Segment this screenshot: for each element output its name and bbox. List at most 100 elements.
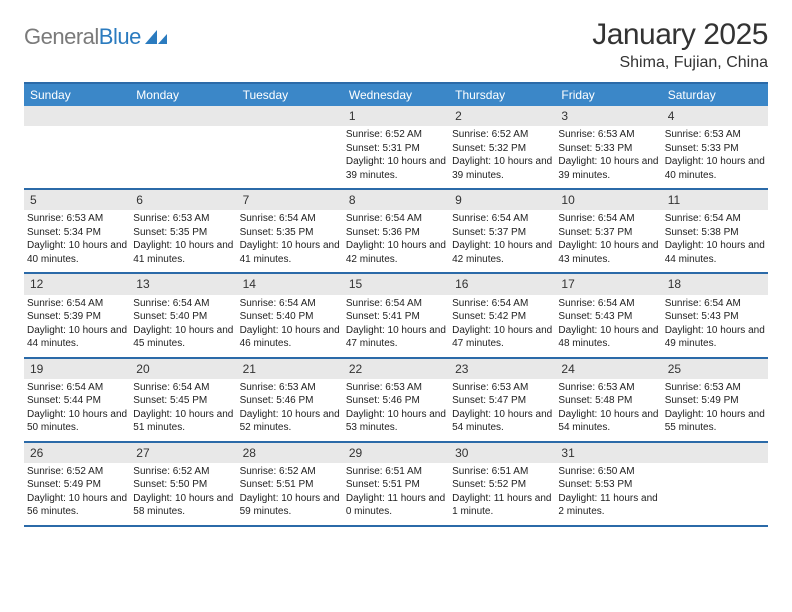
daylight-line: Daylight: 10 hours and 41 minutes. bbox=[133, 239, 233, 266]
day-number: 28 bbox=[237, 443, 343, 463]
sunset-line: Sunset: 5:49 PM bbox=[27, 478, 127, 492]
daylight-line: Daylight: 10 hours and 44 minutes. bbox=[665, 239, 765, 266]
day-header: Saturday bbox=[662, 84, 768, 106]
sunset-line: Sunset: 5:43 PM bbox=[558, 310, 658, 324]
sunset-line: Sunset: 5:33 PM bbox=[558, 142, 658, 156]
sunrise-line: Sunrise: 6:54 AM bbox=[27, 297, 127, 311]
sunrise-line: Sunrise: 6:52 AM bbox=[240, 465, 340, 479]
daylight-line: Daylight: 10 hours and 40 minutes. bbox=[27, 239, 127, 266]
calendar-day: 22Sunrise: 6:53 AMSunset: 5:46 PMDayligh… bbox=[343, 359, 449, 441]
calendar-day: 26Sunrise: 6:52 AMSunset: 5:49 PMDayligh… bbox=[24, 443, 130, 525]
day-number: 2 bbox=[449, 106, 555, 126]
daylight-line: Daylight: 10 hours and 45 minutes. bbox=[133, 324, 233, 351]
calendar-day bbox=[662, 443, 768, 525]
calendar-day: 1Sunrise: 6:52 AMSunset: 5:31 PMDaylight… bbox=[343, 106, 449, 188]
sunrise-line: Sunrise: 6:51 AM bbox=[452, 465, 552, 479]
sunset-line: Sunset: 5:45 PM bbox=[133, 394, 233, 408]
calendar-day: 28 Sunrise: 6:52 AMSunset: 5:51 PMDayligh… bbox=[237, 443, 343, 525]
sunrise-line: Sunrise: 6:50 AM bbox=[558, 465, 658, 479]
sunrise-line: Sunrise: 6:52 AM bbox=[346, 128, 446, 142]
sunrise-line: Sunrise: 6:54 AM bbox=[558, 297, 658, 311]
day-number: 17 bbox=[555, 274, 661, 294]
calendar-day: 18Sunrise: 6:54 AMSunset: 5:43 PMDayligh… bbox=[662, 274, 768, 356]
calendar-day: 2Sunrise: 6:52 AMSunset: 5:32 PMDaylight… bbox=[449, 106, 555, 188]
sunrise-line: Sunrise: 6:53 AM bbox=[558, 381, 658, 395]
daylight-line: Daylight: 10 hours and 58 minutes. bbox=[133, 492, 233, 519]
day-header: Tuesday bbox=[237, 84, 343, 106]
calendar-week: 26Sunrise: 6:52 AMSunset: 5:49 PMDayligh… bbox=[24, 443, 768, 527]
calendar-day: 14Sunrise: 6:54 AMSunset: 5:40 PMDayligh… bbox=[237, 274, 343, 356]
daylight-line: Daylight: 10 hours and 59 minutes. bbox=[240, 492, 340, 519]
day-number: 25 bbox=[662, 359, 768, 379]
sunrise-line: Sunrise: 6:53 AM bbox=[240, 381, 340, 395]
sunset-line: Sunset: 5:41 PM bbox=[346, 310, 446, 324]
sunrise-line: Sunrise: 6:51 AM bbox=[346, 465, 446, 479]
sunset-line: Sunset: 5:42 PM bbox=[452, 310, 552, 324]
day-header: Sunday bbox=[24, 84, 130, 106]
sunrise-line: Sunrise: 6:53 AM bbox=[558, 128, 658, 142]
sunrise-line: Sunrise: 6:53 AM bbox=[452, 381, 552, 395]
sunrise-line: Sunrise: 6:54 AM bbox=[665, 297, 765, 311]
daylight-line: Daylight: 10 hours and 48 minutes. bbox=[558, 324, 658, 351]
sunset-line: Sunset: 5:50 PM bbox=[133, 478, 233, 492]
daylight-line: Daylight: 10 hours and 54 minutes. bbox=[452, 408, 552, 435]
sunrise-line: Sunrise: 6:52 AM bbox=[452, 128, 552, 142]
calendar-day: 7Sunrise: 6:54 AMSunset: 5:35 PMDaylight… bbox=[237, 190, 343, 272]
sunset-line: Sunset: 5:31 PM bbox=[346, 142, 446, 156]
sunrise-line: Sunrise: 6:54 AM bbox=[133, 381, 233, 395]
day-number: 3 bbox=[555, 106, 661, 126]
calendar-week: 19Sunrise: 6:54 AMSunset: 5:44 PMDayligh… bbox=[24, 359, 768, 443]
logo-text-gray: General bbox=[24, 24, 99, 49]
daylight-line: Daylight: 10 hours and 54 minutes. bbox=[558, 408, 658, 435]
sunset-line: Sunset: 5:51 PM bbox=[346, 478, 446, 492]
daylight-line: Daylight: 11 hours and 1 minute. bbox=[452, 492, 552, 519]
calendar-day: 15Sunrise: 6:54 AMSunset: 5:41 PMDayligh… bbox=[343, 274, 449, 356]
sunset-line: Sunset: 5:36 PM bbox=[346, 226, 446, 240]
calendar-day: 5Sunrise: 6:53 AMSunset: 5:34 PMDaylight… bbox=[24, 190, 130, 272]
calendar-day bbox=[24, 106, 130, 188]
calendar-day: 20Sunrise: 6:54 AMSunset: 5:45 PMDayligh… bbox=[130, 359, 236, 441]
calendar-day: 10Sunrise: 6:54 AMSunset: 5:37 PMDayligh… bbox=[555, 190, 661, 272]
day-number: 14 bbox=[237, 274, 343, 294]
day-number: 5 bbox=[24, 190, 130, 210]
calendar-day: 9Sunrise: 6:54 AMSunset: 5:37 PMDaylight… bbox=[449, 190, 555, 272]
logo-text-blue: Blue bbox=[99, 24, 141, 49]
sunrise-line: Sunrise: 6:54 AM bbox=[665, 212, 765, 226]
day-number bbox=[24, 106, 130, 126]
sunrise-line: Sunrise: 6:54 AM bbox=[27, 381, 127, 395]
sunset-line: Sunset: 5:33 PM bbox=[665, 142, 765, 156]
calendar-day: 13Sunrise: 6:54 AMSunset: 5:40 PMDayligh… bbox=[130, 274, 236, 356]
daylight-line: Daylight: 11 hours and 0 minutes. bbox=[346, 492, 446, 519]
calendar-day: 8Sunrise: 6:54 AMSunset: 5:36 PMDaylight… bbox=[343, 190, 449, 272]
calendar-day: 23 Sunrise: 6:53 AMSunset: 5:47 PMDayligh… bbox=[449, 359, 555, 441]
sunrise-line: Sunrise: 6:54 AM bbox=[452, 212, 552, 226]
title-block: January 2025 Shima, Fujian, China bbox=[592, 18, 768, 72]
sunrise-line: Sunrise: 6:53 AM bbox=[346, 381, 446, 395]
sunrise-line: Sunrise: 6:54 AM bbox=[133, 297, 233, 311]
sunset-line: Sunset: 5:47 PM bbox=[452, 394, 552, 408]
sunset-line: Sunset: 5:51 PM bbox=[240, 478, 340, 492]
sunrise-line: Sunrise: 6:54 AM bbox=[346, 212, 446, 226]
sunrise-line: Sunrise: 6:54 AM bbox=[346, 297, 446, 311]
sunrise-line: Sunrise: 6:52 AM bbox=[27, 465, 127, 479]
calendar-day: 16Sunrise: 6:54 AMSunset: 5:42 PMDayligh… bbox=[449, 274, 555, 356]
calendar-day: 11Sunrise: 6:54 AMSunset: 5:38 PMDayligh… bbox=[662, 190, 768, 272]
sunrise-line: Sunrise: 6:53 AM bbox=[665, 128, 765, 142]
sunrise-line: Sunrise: 6:54 AM bbox=[452, 297, 552, 311]
day-number bbox=[237, 106, 343, 126]
calendar-day: 19Sunrise: 6:54 AMSunset: 5:44 PMDayligh… bbox=[24, 359, 130, 441]
daylight-line: Daylight: 10 hours and 40 minutes. bbox=[665, 155, 765, 182]
day-number: 27 bbox=[130, 443, 236, 463]
logo-text: GeneralBlue bbox=[24, 24, 141, 50]
calendar-day: 30Sunrise: 6:51 AMSunset: 5:52 PMDayligh… bbox=[449, 443, 555, 525]
sunset-line: Sunset: 5:37 PM bbox=[452, 226, 552, 240]
day-number: 23 bbox=[449, 359, 555, 379]
day-number bbox=[130, 106, 236, 126]
daylight-line: Daylight: 10 hours and 53 minutes. bbox=[346, 408, 446, 435]
daylight-line: Daylight: 10 hours and 50 minutes. bbox=[27, 408, 127, 435]
sunset-line: Sunset: 5:43 PM bbox=[665, 310, 765, 324]
day-number: 16 bbox=[449, 274, 555, 294]
daylight-line: Daylight: 10 hours and 55 minutes. bbox=[665, 408, 765, 435]
sunset-line: Sunset: 5:44 PM bbox=[27, 394, 127, 408]
day-number: 18 bbox=[662, 274, 768, 294]
